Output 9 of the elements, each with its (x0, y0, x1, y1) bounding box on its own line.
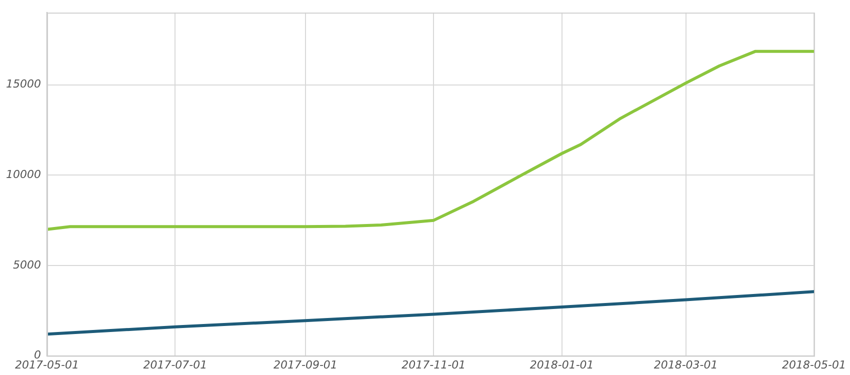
y-tick-label: 10000 (6, 168, 41, 182)
x-tick-label: 2017-09-01 (273, 358, 338, 372)
x-tick-label: 2017-07-01 (143, 358, 208, 372)
x-tick-label: 2018-01-01 (530, 358, 594, 372)
x-tick-label: 2017-11-01 (402, 358, 466, 372)
x-tick-label: 2018-03-01 (654, 358, 718, 372)
y-tick-label: 5000 (12, 258, 41, 272)
y-tick-label: 15000 (6, 78, 41, 91)
x-tick-label: 2018-05-01 (782, 358, 846, 372)
